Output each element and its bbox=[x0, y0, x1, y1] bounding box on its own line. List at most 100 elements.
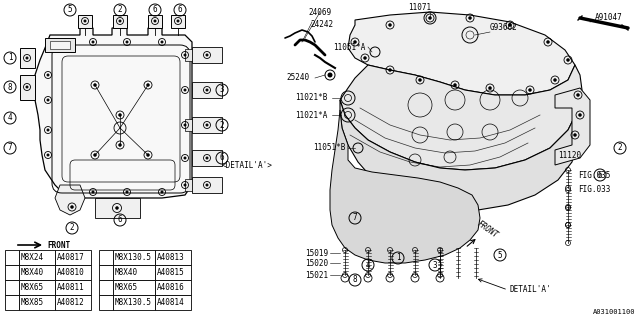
Polygon shape bbox=[340, 90, 580, 210]
Circle shape bbox=[547, 41, 550, 44]
Bar bbox=[113, 280, 155, 295]
Text: FIG.033: FIG.033 bbox=[578, 186, 611, 195]
Bar bbox=[19, 250, 55, 265]
Bar bbox=[19, 295, 55, 310]
Bar bbox=[155, 265, 191, 280]
Text: 15019: 15019 bbox=[305, 249, 328, 258]
Bar bbox=[5, 265, 19, 280]
Text: 7: 7 bbox=[104, 285, 108, 290]
Text: 5: 5 bbox=[498, 251, 502, 260]
Text: A031001100: A031001100 bbox=[593, 309, 635, 315]
Circle shape bbox=[206, 124, 208, 126]
Polygon shape bbox=[192, 47, 222, 63]
Bar bbox=[113, 295, 155, 310]
Circle shape bbox=[47, 154, 49, 156]
Text: 24069: 24069 bbox=[308, 8, 332, 17]
Text: FRONT: FRONT bbox=[47, 241, 70, 250]
Text: 11071: 11071 bbox=[408, 4, 431, 12]
Polygon shape bbox=[192, 150, 222, 166]
Polygon shape bbox=[55, 185, 85, 215]
Polygon shape bbox=[555, 88, 590, 165]
Bar bbox=[99, 280, 113, 295]
Circle shape bbox=[184, 124, 186, 126]
Text: 11021*B: 11021*B bbox=[296, 92, 328, 101]
Circle shape bbox=[47, 99, 49, 101]
Text: 1: 1 bbox=[396, 253, 400, 262]
Text: A40810: A40810 bbox=[57, 268, 84, 277]
Text: 6: 6 bbox=[104, 270, 108, 275]
Text: 6: 6 bbox=[118, 215, 122, 225]
Polygon shape bbox=[78, 15, 92, 28]
Text: M8X65: M8X65 bbox=[21, 283, 44, 292]
Bar bbox=[5, 295, 19, 310]
Polygon shape bbox=[185, 119, 192, 131]
Text: 25240: 25240 bbox=[287, 74, 310, 83]
Text: 2: 2 bbox=[70, 223, 74, 233]
Text: 15020: 15020 bbox=[305, 259, 328, 268]
Text: 5: 5 bbox=[104, 255, 108, 260]
Circle shape bbox=[184, 54, 186, 56]
Polygon shape bbox=[35, 28, 192, 198]
Polygon shape bbox=[192, 177, 222, 193]
Text: 11051*B: 11051*B bbox=[312, 143, 345, 153]
Text: 2: 2 bbox=[220, 121, 224, 130]
Circle shape bbox=[118, 143, 122, 147]
Bar bbox=[155, 295, 191, 310]
Circle shape bbox=[579, 114, 582, 116]
Text: 8: 8 bbox=[353, 276, 357, 284]
Text: 1: 1 bbox=[10, 255, 14, 260]
Circle shape bbox=[419, 78, 422, 82]
Text: A40814: A40814 bbox=[157, 298, 185, 307]
Text: 8: 8 bbox=[104, 300, 108, 305]
Text: A40811: A40811 bbox=[57, 283, 84, 292]
Text: FIG.035: FIG.035 bbox=[578, 171, 611, 180]
Polygon shape bbox=[340, 65, 582, 170]
Bar bbox=[55, 295, 91, 310]
Text: 4: 4 bbox=[10, 300, 14, 305]
Text: 4: 4 bbox=[8, 114, 12, 123]
Text: 1: 1 bbox=[8, 53, 12, 62]
Text: 15021: 15021 bbox=[305, 270, 328, 279]
Text: M8X40: M8X40 bbox=[115, 268, 138, 277]
Circle shape bbox=[47, 74, 49, 76]
Circle shape bbox=[147, 154, 150, 156]
Bar bbox=[113, 265, 155, 280]
Circle shape bbox=[529, 89, 531, 92]
Text: M8X24: M8X24 bbox=[21, 253, 44, 262]
Bar bbox=[55, 280, 91, 295]
Circle shape bbox=[454, 84, 456, 86]
Circle shape bbox=[577, 93, 579, 97]
Circle shape bbox=[566, 59, 570, 61]
Text: M8X85: M8X85 bbox=[21, 298, 44, 307]
Polygon shape bbox=[192, 82, 222, 98]
Text: FRONT: FRONT bbox=[476, 220, 500, 240]
Bar bbox=[5, 250, 19, 265]
Text: M8X65: M8X65 bbox=[115, 283, 138, 292]
Bar bbox=[5, 280, 19, 295]
Circle shape bbox=[184, 89, 186, 91]
Text: 5: 5 bbox=[68, 5, 72, 14]
Circle shape bbox=[429, 17, 431, 20]
Bar bbox=[19, 280, 55, 295]
Circle shape bbox=[119, 20, 121, 22]
Circle shape bbox=[206, 54, 208, 56]
Circle shape bbox=[26, 86, 28, 88]
Text: M8X40: M8X40 bbox=[21, 268, 44, 277]
Polygon shape bbox=[348, 12, 575, 95]
Bar bbox=[55, 265, 91, 280]
Polygon shape bbox=[171, 15, 185, 28]
Circle shape bbox=[206, 184, 208, 186]
Text: 8: 8 bbox=[8, 83, 12, 92]
Polygon shape bbox=[192, 117, 222, 133]
Text: 2: 2 bbox=[118, 5, 122, 14]
Bar bbox=[99, 250, 113, 265]
Text: <DETAIL'A'>: <DETAIL'A'> bbox=[222, 161, 273, 170]
Polygon shape bbox=[330, 110, 480, 263]
Circle shape bbox=[92, 41, 94, 43]
Circle shape bbox=[92, 191, 94, 193]
Circle shape bbox=[118, 114, 122, 116]
Bar bbox=[113, 250, 155, 265]
Text: 11021*A: 11021*A bbox=[296, 110, 328, 119]
Circle shape bbox=[147, 84, 150, 86]
Circle shape bbox=[93, 84, 97, 86]
